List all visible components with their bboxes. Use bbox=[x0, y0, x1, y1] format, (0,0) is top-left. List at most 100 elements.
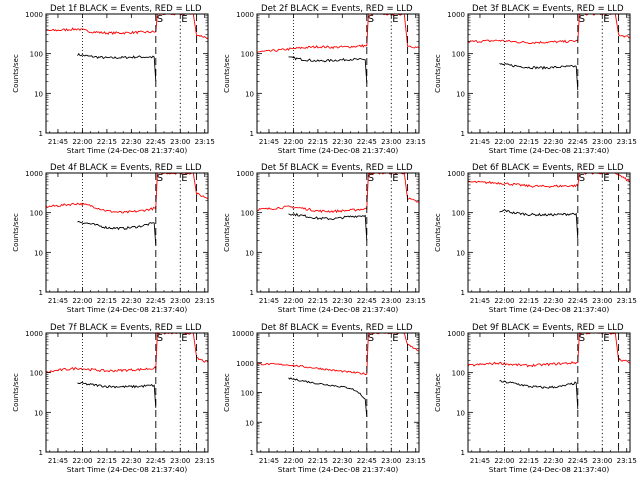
y-tick-label: 100 bbox=[241, 390, 254, 398]
x-tick-label: 22:30 bbox=[121, 297, 141, 305]
x-tick-label: 21:45 bbox=[259, 457, 279, 465]
start-time-suffix: ) bbox=[184, 305, 187, 314]
x-tick-label: 23:00 bbox=[170, 457, 190, 465]
start-time-prefix: Start Time ( bbox=[278, 146, 322, 155]
x-tick-label: 22:45 bbox=[568, 297, 588, 305]
axes-frame bbox=[45, 13, 209, 134]
axes-frame bbox=[467, 13, 631, 134]
x-tick-label: 22:15 bbox=[519, 297, 539, 305]
y-tick-label: 100 bbox=[452, 210, 465, 218]
x-tick-label: 21:45 bbox=[259, 138, 279, 146]
start-time-label: Start Time (24-Dec-08 21:37:40) bbox=[67, 465, 188, 474]
axes-frame bbox=[256, 172, 420, 293]
start-marker-label: S bbox=[157, 333, 163, 344]
end-marker-label: E bbox=[181, 14, 187, 25]
start-time-suffix: ) bbox=[184, 146, 187, 155]
y-tick-label: 1000 bbox=[447, 11, 465, 19]
y-axis-label: Counts/sec bbox=[12, 54, 20, 93]
x-tick-label: 21:45 bbox=[48, 457, 68, 465]
x-tick-label: 23:00 bbox=[592, 138, 612, 146]
axes-frame bbox=[256, 13, 420, 134]
x-tick-label: 23:15 bbox=[195, 457, 215, 465]
y-tick-label: 100 bbox=[30, 51, 43, 59]
y-tick-label: 100 bbox=[241, 210, 254, 218]
end-marker-label: E bbox=[603, 333, 609, 344]
x-tick-label: 22:45 bbox=[357, 457, 377, 465]
x-tick-label: 22:45 bbox=[568, 457, 588, 465]
x-tick-label: 21:45 bbox=[470, 297, 490, 305]
x-tick-label: 22:30 bbox=[543, 457, 563, 465]
y-tick-label: 10 bbox=[34, 90, 43, 98]
chart-title: Det 2f BLACK = Events, RED = LLD bbox=[261, 4, 413, 14]
axes-frame bbox=[256, 332, 420, 453]
y-tick-label: 1000 bbox=[236, 360, 254, 368]
axes-frame bbox=[467, 332, 631, 453]
x-tick-label: 22:00 bbox=[283, 297, 303, 305]
y-tick-label: 10 bbox=[34, 409, 43, 417]
x-tick-label: 23:15 bbox=[617, 138, 637, 146]
x-tick-label: 21:45 bbox=[470, 138, 490, 146]
x-tick-label: 22:30 bbox=[332, 138, 352, 146]
y-tick-label: 10 bbox=[245, 249, 254, 257]
y-axis-label: Counts/sec bbox=[223, 54, 231, 93]
start-marker-label: S bbox=[157, 173, 163, 184]
start-time-prefix: Start Time ( bbox=[489, 465, 533, 474]
events-series-line bbox=[499, 379, 579, 410]
y-tick-label: 1000 bbox=[447, 330, 465, 338]
y-tick-label: 1000 bbox=[447, 170, 465, 178]
start-marker-label: S bbox=[157, 14, 163, 25]
y-tick-label: 100 bbox=[30, 370, 43, 378]
y-axis-label: Counts/sec bbox=[223, 373, 231, 412]
y-tick-label: 1000 bbox=[236, 11, 254, 19]
events-series-line bbox=[288, 377, 368, 418]
start-time-label: Start Time (24-Dec-08 21:37:40) bbox=[489, 465, 610, 474]
events-series-line bbox=[499, 63, 579, 91]
x-tick-label: 22:45 bbox=[146, 457, 166, 465]
y-tick-label: 100 bbox=[241, 51, 254, 59]
lld-series-line bbox=[256, 172, 420, 214]
start-time-value: 24-Dec-08 21:37:40 bbox=[321, 305, 395, 314]
end-marker-label: E bbox=[392, 14, 398, 25]
events-series-line bbox=[288, 56, 368, 84]
y-tick-label: 10 bbox=[34, 249, 43, 257]
y-tick-label: 1 bbox=[39, 449, 43, 457]
x-tick-label: 22:15 bbox=[97, 457, 117, 465]
y-tick-label: 1 bbox=[461, 289, 465, 297]
start-time-value: 24-Dec-08 21:37:40 bbox=[532, 465, 606, 474]
chart-title: Det 7f BLACK = Events, RED = LLD bbox=[50, 323, 202, 333]
start-time-prefix: Start Time ( bbox=[278, 305, 322, 314]
chart-title: Det 9f BLACK = Events, RED = LLD bbox=[472, 323, 624, 333]
y-tick-label: 1000 bbox=[25, 330, 43, 338]
x-tick-label: 23:00 bbox=[170, 297, 190, 305]
x-tick-label: 23:00 bbox=[381, 297, 401, 305]
y-tick-label: 1 bbox=[250, 289, 254, 297]
start-time-prefix: Start Time ( bbox=[67, 465, 111, 474]
start-time-value: 24-Dec-08 21:37:40 bbox=[110, 146, 184, 155]
start-time-label: Start Time (24-Dec-08 21:37:40) bbox=[489, 146, 610, 155]
x-tick-label: 22:30 bbox=[121, 457, 141, 465]
x-tick-label: 22:15 bbox=[308, 138, 328, 146]
x-tick-label: 22:15 bbox=[97, 138, 117, 146]
start-time-suffix: ) bbox=[184, 465, 187, 474]
x-tick-label: 21:45 bbox=[470, 457, 490, 465]
y-tick-label: 1000 bbox=[25, 11, 43, 19]
x-tick-label: 22:15 bbox=[519, 457, 539, 465]
start-marker-label: S bbox=[579, 173, 585, 184]
start-time-value: 24-Dec-08 21:37:40 bbox=[532, 305, 606, 314]
start-time-label: Start Time (24-Dec-08 21:37:40) bbox=[278, 465, 399, 474]
end-marker-label: E bbox=[181, 333, 187, 344]
x-tick-label: 22:30 bbox=[543, 297, 563, 305]
y-tick-label: 1000 bbox=[236, 170, 254, 178]
start-time-value: 24-Dec-08 21:37:40 bbox=[110, 465, 184, 474]
x-tick-label: 23:15 bbox=[406, 297, 426, 305]
x-tick-label: 23:15 bbox=[617, 457, 637, 465]
y-axis-label: Counts/sec bbox=[434, 213, 442, 252]
x-tick-label: 22:45 bbox=[357, 138, 377, 146]
start-time-value: 24-Dec-08 21:37:40 bbox=[110, 305, 184, 314]
x-tick-label: 22:45 bbox=[146, 138, 166, 146]
start-time-suffix: ) bbox=[606, 305, 609, 314]
